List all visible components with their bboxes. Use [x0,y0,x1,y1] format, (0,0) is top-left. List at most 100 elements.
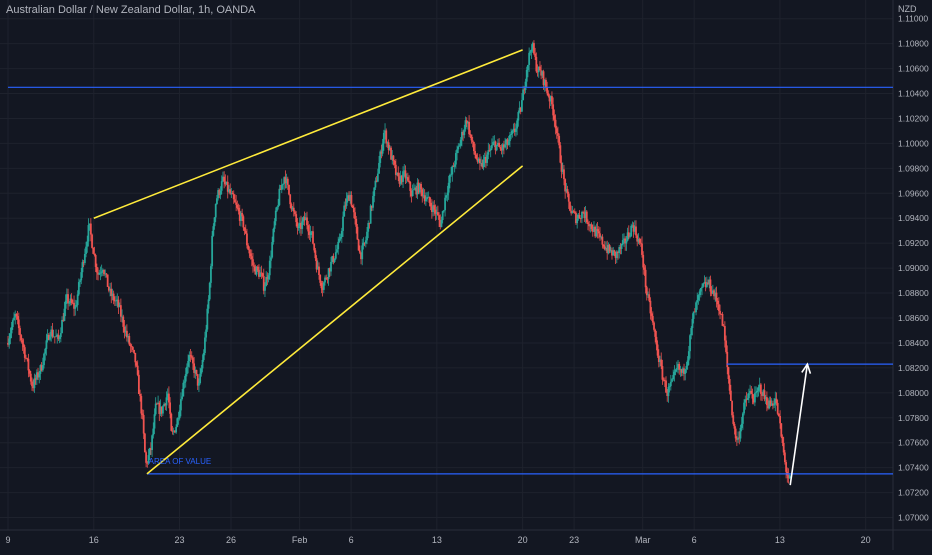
candle-body [557,133,559,136]
candle-body [176,418,179,427]
candle-body [216,198,218,205]
candle-body [553,115,556,120]
candle-body [386,142,389,144]
candle-body [198,383,200,386]
candle-body [49,336,51,340]
candle-body [451,166,454,175]
candle-body [304,217,307,221]
candle-body [292,207,295,212]
candle-body [363,242,366,244]
candle-body [410,190,413,197]
candle-body [93,253,96,256]
candle-body [601,236,604,245]
candle-body [456,149,458,154]
candle-body [650,313,653,316]
candle-body [433,205,436,210]
candle-body [51,329,54,337]
candle-body [14,313,17,318]
candle-body [741,413,744,424]
candle-body [170,413,173,431]
candle-body [279,188,282,190]
candle-body [620,244,623,249]
candle-body [543,79,546,86]
candle-body [518,107,521,113]
candle-body [204,337,206,353]
candle-body [27,358,30,371]
candle-body [266,277,269,280]
candle-body [186,366,188,375]
candle-body [643,267,646,270]
candle-body [326,278,329,280]
candle-body [729,390,732,401]
candle-body [171,430,174,432]
candle-body [693,311,696,313]
candle-body [769,400,772,406]
candle-body [677,364,679,369]
candle-body [318,266,320,275]
candle-body [400,175,403,182]
candle-body [282,184,284,185]
candle-body [240,213,242,221]
candle-body [404,170,407,179]
candle-body [565,189,568,192]
candle-body [743,402,745,414]
candle-body [555,128,558,134]
candle-body [733,423,736,429]
candle-body [591,228,594,232]
y-tick-label: 1.10200 [898,113,929,123]
candle-body [80,272,83,281]
candle-body [445,195,448,198]
candle-body [488,150,491,152]
candle-body [614,251,617,259]
candle-body [715,292,718,301]
candle-body [63,308,66,321]
candle-body [513,128,516,132]
candle-body [739,427,742,439]
candle-body [53,336,56,338]
candle-body [205,329,208,338]
candle-body [719,310,721,314]
candle-body [776,402,779,414]
candle-body [385,130,388,144]
candle-body [492,142,495,146]
candle-body [426,197,428,200]
candle-body [571,211,574,214]
candle-body [373,187,376,197]
candle-body [767,405,769,409]
candle-body [34,378,37,380]
y-tick-label: 1.10400 [898,89,929,99]
candle-body [608,244,611,252]
candle-body [651,315,654,323]
candle-body [434,209,437,214]
candle-body [722,325,725,327]
candle-body [218,190,221,195]
candle-body [236,204,239,208]
candle-body [85,246,87,254]
candle-body [322,282,325,290]
candle-body [529,51,532,53]
candle-body [680,369,683,373]
candle-body [477,158,480,162]
candle-body [737,437,739,440]
candle-body [462,131,464,136]
upper-trendline [93,49,523,219]
candle-body [531,43,534,50]
candle-body [247,245,250,250]
candle-body [277,205,280,208]
candle-body [397,172,400,177]
candle-body [207,299,210,309]
candle-body [406,177,409,181]
candle-body [607,244,610,254]
candle-body [223,176,226,182]
x-tick-label: 23 [569,535,579,545]
candle-body [752,398,755,403]
candle-body [127,336,129,338]
candle-body [590,224,593,229]
candle-body [92,247,95,254]
candle-body [422,195,425,197]
candle-body [82,262,85,264]
candle-body [99,272,102,274]
candle-body [140,396,143,414]
